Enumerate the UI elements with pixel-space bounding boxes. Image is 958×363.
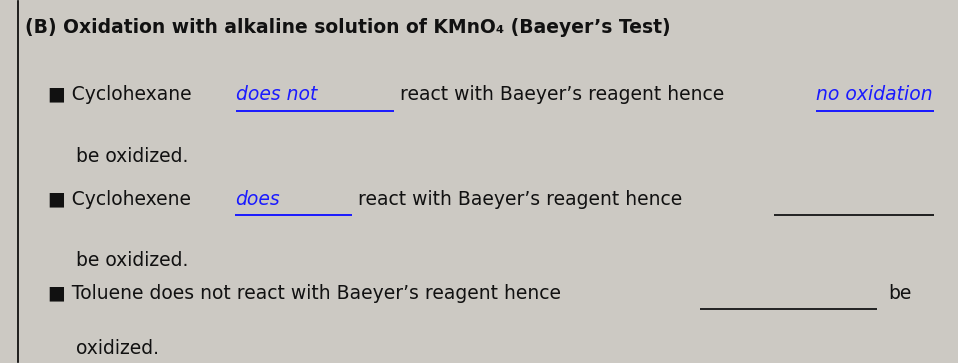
Text: oxidized.: oxidized. [76, 339, 159, 358]
Text: no oxidation: no oxidation [816, 85, 933, 105]
Text: react with Baeyer’s reagent hence: react with Baeyer’s reagent hence [394, 85, 730, 105]
Text: be oxidized.: be oxidized. [76, 147, 189, 166]
Text: does: does [235, 190, 280, 209]
Text: be oxidized.: be oxidized. [76, 251, 189, 270]
Text: ■ Toluene does not react with Baeyer’s reagent hence: ■ Toluene does not react with Baeyer’s r… [48, 284, 567, 303]
Text: ■ Cyclohexane: ■ Cyclohexane [48, 85, 197, 105]
Text: does not: does not [236, 85, 317, 105]
Text: react with Baeyer’s reagent hence: react with Baeyer’s reagent hence [352, 190, 688, 209]
Text: (B) Oxidation with alkaline solution of KMnO₄ (Baeyer’s Test): (B) Oxidation with alkaline solution of … [25, 17, 671, 37]
Text: ■ Cyclohexene: ■ Cyclohexene [48, 190, 197, 209]
Text: be: be [888, 284, 911, 303]
